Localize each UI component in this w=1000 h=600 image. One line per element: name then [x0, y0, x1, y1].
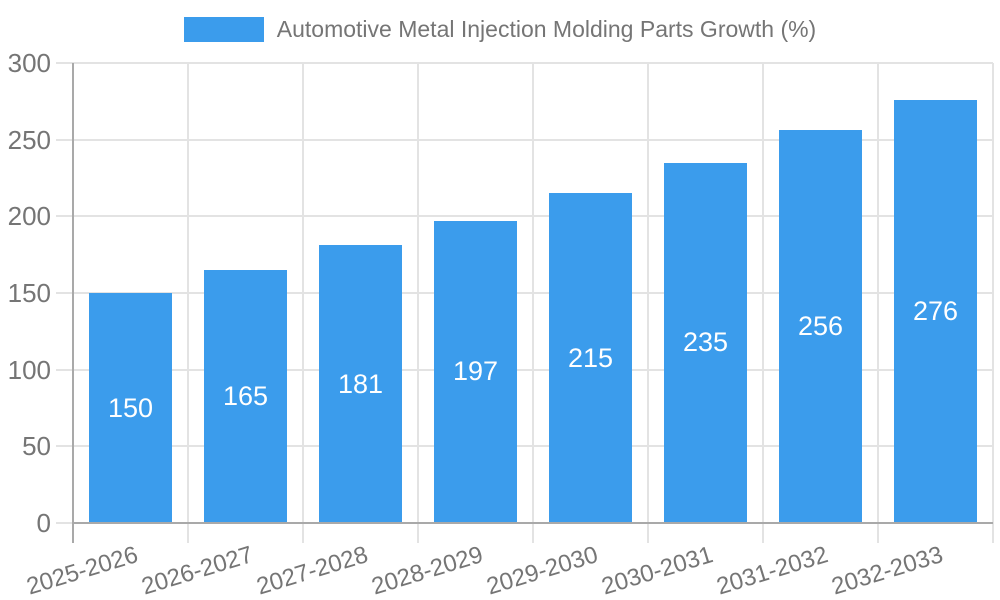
v-gridline — [187, 63, 189, 523]
y-tick — [56, 445, 73, 448]
y-tick-label: 250 — [7, 124, 51, 155]
v-gridline — [417, 63, 419, 523]
v-gridline — [647, 63, 649, 523]
y-axis-line — [72, 63, 74, 543]
v-gridline — [302, 63, 304, 523]
bar: 150 — [89, 293, 172, 523]
legend-label: Automotive Metal Injection Molding Parts… — [276, 16, 817, 42]
legend-swatch — [183, 17, 264, 42]
x-tick — [877, 523, 879, 543]
y-tick — [56, 368, 73, 371]
x-tick — [187, 523, 189, 543]
bar: 276 — [894, 99, 977, 523]
x-tick — [992, 523, 994, 543]
x-tick-label: 2026-2027 — [138, 541, 256, 600]
x-tick — [762, 523, 764, 543]
y-tick — [56, 62, 73, 64]
bar-value-label: 256 — [797, 311, 844, 342]
bar-value-label: 235 — [682, 327, 729, 358]
y-tick-label: 300 — [7, 48, 51, 78]
v-gridline — [877, 63, 879, 523]
x-axis-line — [73, 522, 993, 524]
y-tick-label: 50 — [22, 431, 51, 462]
bar-value-label: 165 — [222, 381, 269, 411]
x-tick-label: 2029-2030 — [483, 541, 601, 600]
bar-value-label: 150 — [107, 392, 154, 423]
y-tick — [56, 138, 73, 141]
bar: 181 — [319, 245, 402, 523]
x-tick-label: 2028-2029 — [368, 541, 486, 600]
x-tick — [647, 523, 649, 543]
y-tick — [56, 292, 73, 294]
bar: 235 — [664, 162, 747, 523]
x-tick-label: 2032-2033 — [828, 541, 946, 600]
bar: 197 — [434, 220, 517, 523]
y-tick-label: 150 — [7, 278, 51, 308]
v-gridline — [532, 63, 534, 523]
y-tick — [56, 215, 73, 218]
y-tick-label: 0 — [36, 508, 51, 538]
x-tick — [532, 523, 534, 543]
v-gridline — [992, 63, 994, 523]
bar-value-label: 181 — [337, 368, 384, 399]
bar-value-label: 276 — [912, 295, 959, 326]
bar: 215 — [549, 193, 632, 523]
x-tick — [417, 523, 419, 543]
x-tick-label: 2031-2032 — [713, 541, 831, 600]
bar-value-label: 215 — [567, 342, 614, 373]
x-tick-label: 2027-2028 — [253, 541, 371, 600]
x-tick — [302, 523, 304, 543]
y-tick — [56, 522, 73, 524]
bar: 256 — [779, 130, 862, 523]
bar-value-label: 197 — [452, 356, 499, 387]
y-tick-label: 200 — [7, 201, 51, 232]
v-gridline — [762, 63, 764, 523]
chart-legend: Automotive Metal Injection Molding Parts… — [0, 16, 1000, 43]
bar: 165 — [204, 270, 287, 523]
x-tick-label: 2030-2031 — [598, 541, 716, 600]
y-tick-label: 100 — [7, 354, 51, 385]
plot-area: 0 50 100 150 200 250 300 150 165 181 197 215 235 256 2… — [8, 50, 994, 600]
x-tick-label: 2025-2026 — [23, 541, 141, 600]
